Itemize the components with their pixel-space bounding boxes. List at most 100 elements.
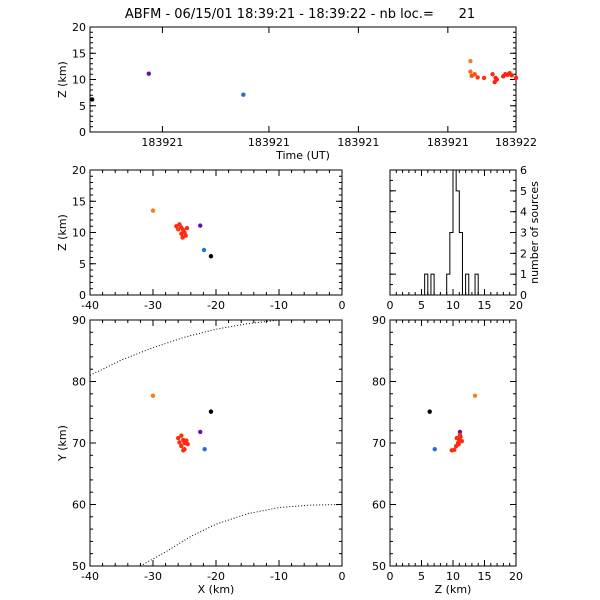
x-tick-label: 15 xyxy=(478,570,492,583)
y-tick-label: 0 xyxy=(520,289,527,302)
source-point xyxy=(481,75,487,81)
y-tick-label: 20 xyxy=(72,164,86,177)
source-point xyxy=(198,429,203,435)
y-tick-label: 5 xyxy=(79,258,86,271)
x-tick-label: -20 xyxy=(207,299,225,312)
x-tick-label: -40 xyxy=(81,570,99,583)
source-point xyxy=(208,254,214,259)
x-tick-label: 5 xyxy=(418,570,425,583)
chart-panels: 183921 183921 183921 183921 18392205101520Ti… xyxy=(56,21,541,596)
source-point xyxy=(208,409,214,414)
x-tick-label: 183922 xyxy=(495,136,537,149)
source-point xyxy=(472,393,478,398)
x-tick-label: 183921 xyxy=(141,136,183,149)
y-tick-label: 1 xyxy=(520,268,527,281)
x-tick-label: 20 xyxy=(509,570,523,583)
panel-z-y: 0 5 10 15 20 50 60 70 80 90 Z (km) xyxy=(372,314,523,596)
x-tick-label: 183921 xyxy=(337,136,379,149)
y-tick-label: 0 xyxy=(79,289,86,302)
x-tick-label: -10 xyxy=(270,570,288,583)
source-point xyxy=(490,72,495,77)
x-tick-label: 10 xyxy=(446,299,460,312)
source-point xyxy=(176,227,181,232)
source-point xyxy=(452,447,457,452)
source-point xyxy=(457,429,463,435)
y-tick-label: 70 xyxy=(372,437,386,450)
source-point xyxy=(494,77,500,82)
y-tick-label: 60 xyxy=(372,499,386,512)
x-tick-label: 0 xyxy=(339,299,346,312)
x-tick-label: -10 xyxy=(270,299,288,312)
panel-time-z: 183921 183921 183921 183921 183922 0 5 10 15 20 Ti… xyxy=(56,21,537,162)
histogram-outline xyxy=(390,169,516,296)
source-point xyxy=(457,432,463,438)
y-tick-label: 4 xyxy=(520,206,527,219)
x-tick-label: 183921 xyxy=(427,136,469,149)
y-tick-label: 15 xyxy=(72,195,86,208)
x-axis-label: Time (UT) xyxy=(275,149,330,162)
source-point xyxy=(89,97,95,102)
x-tick-label: 0 xyxy=(339,570,346,583)
y-tick-label: 6 xyxy=(520,164,527,177)
y-axis-label: Z (km) xyxy=(56,214,69,251)
y-tick-label: 80 xyxy=(72,376,86,389)
source-point xyxy=(468,69,473,74)
source-point xyxy=(184,438,189,443)
y-tick-label: 0 xyxy=(79,126,86,139)
source-point xyxy=(459,438,465,444)
y-tick-label: 10 xyxy=(72,74,86,87)
source-point xyxy=(150,208,156,213)
y-tick-label: 3 xyxy=(520,227,527,240)
y-axis-label: Z (km) xyxy=(56,61,69,98)
source-point xyxy=(176,435,181,441)
y-tick-label: 5 xyxy=(520,185,527,198)
source-point xyxy=(180,235,185,240)
source-point xyxy=(198,223,203,228)
source-point xyxy=(241,92,246,97)
x-axis-label: Z (km) xyxy=(435,583,472,596)
y-tick-label: 50 xyxy=(72,560,86,573)
y-tick-label: 70 xyxy=(72,437,86,450)
source-point xyxy=(201,247,207,253)
source-point xyxy=(513,75,519,81)
x-tick-label: 183921 xyxy=(248,136,290,149)
y-axis-label: number of sources xyxy=(528,181,541,284)
y-tick-label: 5 xyxy=(79,100,86,113)
source-point xyxy=(475,75,480,80)
x-tick-label: 10 xyxy=(446,570,460,583)
y-tick-label: 50 xyxy=(372,560,386,573)
panel-x-y: -40 -30 -20 -10 0 50 60 70 80 90 X (km) Y (km) xyxy=(56,314,346,596)
y-tick-label: 2 xyxy=(520,247,527,260)
source-point xyxy=(150,393,156,398)
source-point xyxy=(468,58,473,64)
source-point xyxy=(179,443,184,449)
y-tick-label: 80 xyxy=(372,376,386,389)
y-tick-label: 15 xyxy=(72,47,86,60)
source-point xyxy=(456,442,461,447)
y-axis-label: Y (km) xyxy=(56,425,69,462)
x-tick-label: 20 xyxy=(509,299,523,312)
x-axis-label: X (km) xyxy=(198,583,235,596)
y-tick-label: 60 xyxy=(72,499,86,512)
page-title: ABFM - 06/15/01 18:39:21 - 18:39:22 - nb… xyxy=(125,7,475,22)
boundary-curve xyxy=(140,504,343,567)
source-point xyxy=(181,448,186,453)
x-tick-label: 0 xyxy=(387,570,394,583)
source-point xyxy=(146,71,151,76)
source-point xyxy=(179,433,184,438)
source-point xyxy=(177,440,182,445)
source-point xyxy=(509,73,514,78)
x-tick-label: 15 xyxy=(478,299,492,312)
y-tick-label: 10 xyxy=(72,227,86,240)
source-point xyxy=(432,446,437,452)
source-point xyxy=(427,409,432,414)
x-tick-label: -20 xyxy=(207,570,225,583)
panel-x-z: -40 -30 -20 -10 0 0 5 10 15 20 Z (km) xyxy=(56,164,346,312)
source-point xyxy=(185,442,190,447)
source-point xyxy=(184,225,190,231)
x-tick-label: 0 xyxy=(387,299,394,312)
x-tick-label: -30 xyxy=(144,299,162,312)
